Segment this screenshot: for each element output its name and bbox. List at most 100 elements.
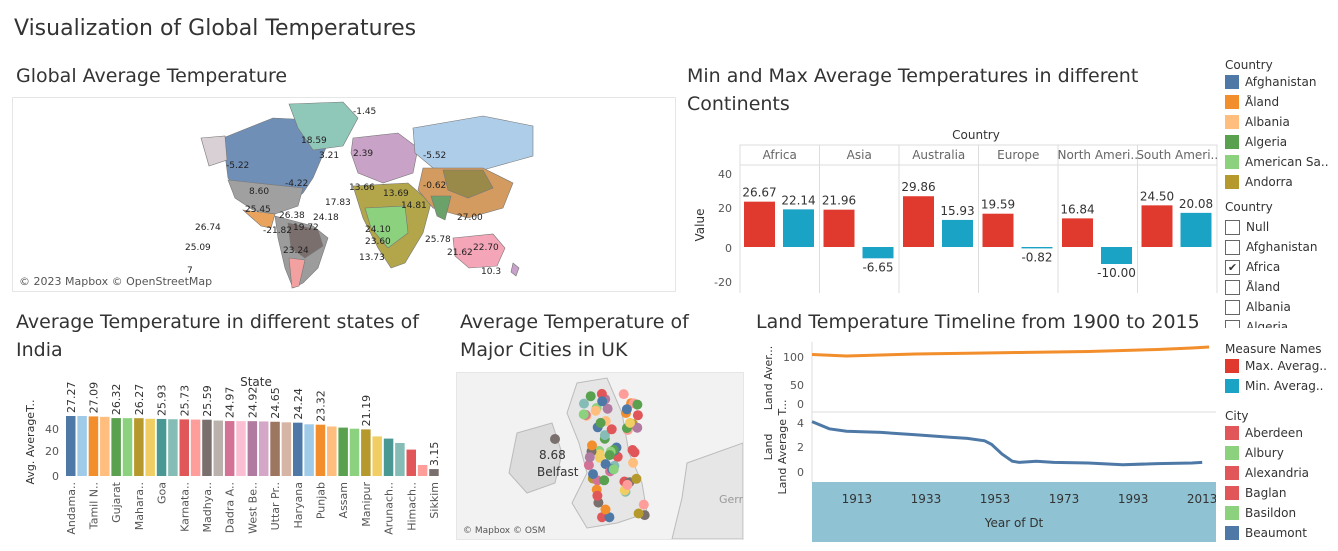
country-filter[interactable]: Country Null Afghanistan ✔ Africa Åland Alban… <box>1225 200 1338 328</box>
india-state-label: Himach.. <box>405 482 418 531</box>
map-label: 13.73 <box>359 253 385 263</box>
map-label: 25.78 <box>425 235 451 245</box>
legend-title: Country <box>1225 58 1273 72</box>
minmax-chart[interactable]: Country Value 40 20 0 -20 Africa Asia Aust… <box>686 125 1222 293</box>
map-attribution: © 2023 Mapbox © OpenStreetMap <box>19 275 212 288</box>
filter-checkbox[interactable]: ✔ <box>1225 259 1240 275</box>
map-label: 24.18 <box>313 213 339 223</box>
map-label: 7 <box>187 266 193 276</box>
uk-city-dot <box>632 410 643 421</box>
europe-shape <box>350 132 419 184</box>
min-temp-line <box>811 420 1203 467</box>
uk-city-dot <box>578 409 589 420</box>
mexico-shape <box>242 209 276 229</box>
filter-checkbox[interactable] <box>1225 279 1240 295</box>
x-tick: 2013 <box>1187 492 1216 506</box>
india-data-label: 25.93 <box>156 384 169 416</box>
filter-item[interactable]: Afghanistan <box>1225 237 1338 257</box>
page-title: Visualization of Global Temperatures <box>14 16 417 41</box>
filter-item[interactable]: Null <box>1225 217 1338 237</box>
legend-swatch <box>1225 446 1239 460</box>
legend-label: Albania <box>1246 300 1291 314</box>
uk-city-dot <box>590 405 601 416</box>
india-state-bar <box>383 438 394 476</box>
uk-city-dot <box>597 396 608 407</box>
uk-city-dot <box>599 430 610 441</box>
germany-label: Gern <box>719 493 743 506</box>
continent-label: North Ameri.. <box>1057 148 1138 162</box>
india-chart[interactable]: State Avg. AverageT.. 40 20 0 27.27 Andam… <box>16 372 446 547</box>
uk-map[interactable]: 8.68 Belfast Gern © Mapbox © OSM <box>456 372 744 540</box>
filter-item[interactable]: Algeria <box>1225 317 1338 328</box>
uk-city-dot <box>633 508 644 519</box>
uk-city-dot <box>604 512 615 523</box>
legend-item: Afghanistan <box>1225 72 1338 92</box>
minmax-bar <box>1180 212 1212 247</box>
y-tick: -20 <box>714 276 732 289</box>
minmax-data-label: 22.14 <box>781 193 815 207</box>
australia-shape <box>452 233 506 269</box>
india-data-label: 27.09 <box>87 382 100 414</box>
india-state-bar <box>179 419 189 476</box>
uk-city-dot <box>606 424 617 435</box>
map-label: 3.21 <box>319 151 339 161</box>
map-label: 22.70 <box>473 243 499 253</box>
uk-map-attribution: © Mapbox © OSM <box>463 526 545 536</box>
india-data-label: 25.73 <box>178 385 191 417</box>
legend-title: Measure Names <box>1225 342 1322 356</box>
india-state-bar <box>247 421 258 476</box>
continent-label: Africa <box>763 148 797 162</box>
minmax-chart-svg: Country Value 40 20 0 -20 Africa Asia Aust… <box>693 128 1218 293</box>
map-label: 27.00 <box>457 213 483 223</box>
india-state-bar <box>293 422 303 476</box>
minmax-bar <box>1062 218 1093 247</box>
filter-item[interactable]: ✔ Africa <box>1225 257 1338 277</box>
india-data-label: 24.65 <box>269 387 282 419</box>
x-tick: 1953 <box>980 492 1011 506</box>
legend-label: Algeria <box>1245 135 1288 149</box>
filter-item[interactable]: Albania <box>1225 297 1338 317</box>
india-state-bar <box>145 418 155 476</box>
legend-item: American Sa.. <box>1225 152 1338 172</box>
map-label: -5.52 <box>423 151 446 161</box>
filter-checkbox[interactable] <box>1225 299 1240 315</box>
filter-checkbox[interactable] <box>1225 319 1240 328</box>
timeline-chart[interactable]: Land Aver... Land Land Average T... 100 … <box>752 342 1217 542</box>
legend-label: Albury <box>1245 446 1284 460</box>
india-state-bar <box>349 428 360 476</box>
y-tick: 0 <box>52 470 59 483</box>
minmax-bar <box>1141 205 1173 247</box>
india-state-bar <box>190 419 201 476</box>
map-label: 17.83 <box>325 198 351 208</box>
india-data-label: 24.24 <box>292 388 305 420</box>
filter-title: Country <box>1225 200 1273 214</box>
continent-header <box>1137 144 1218 166</box>
uk-city-dot <box>583 460 594 471</box>
legend-swatch <box>1225 95 1239 109</box>
legend-label: Alexandria <box>1245 466 1310 480</box>
minmax-data-label: 21.96 <box>822 194 856 208</box>
map-label: 2.39 <box>353 149 373 159</box>
legend-item: Andorra <box>1225 172 1338 192</box>
uk-city-dot <box>600 504 611 515</box>
map-label: 23.24 <box>283 246 309 256</box>
uk-city-dot <box>622 479 633 490</box>
brazil-shape <box>287 222 324 259</box>
uk-map-svg: 8.68 Belfast Gern © Mapbox © OSM <box>463 377 743 539</box>
uk-city-dot <box>584 452 595 463</box>
y-tick: 40 <box>718 168 732 181</box>
india-data-label: 27.27 <box>65 382 78 414</box>
world-map[interactable]: -5.22 18.59 -5.52 8.60 -4.22 25.45 26.74… <box>12 97 676 292</box>
china-shape <box>442 169 494 199</box>
filter-checkbox[interactable] <box>1225 239 1240 255</box>
minmax-data-label: -6.65 <box>862 260 893 274</box>
uk-city-dot <box>608 464 619 475</box>
uk-city-dot <box>621 404 632 415</box>
map-label: 25.45 <box>245 205 271 215</box>
india-state-bar <box>111 418 121 476</box>
filter-item[interactable]: Åland <box>1225 277 1338 297</box>
map-label: 21.62 <box>447 248 473 258</box>
filter-checkbox[interactable] <box>1225 219 1240 235</box>
india-state-bar <box>270 421 280 476</box>
timeline-bottom-axis-label: Land Average T... <box>776 400 789 495</box>
